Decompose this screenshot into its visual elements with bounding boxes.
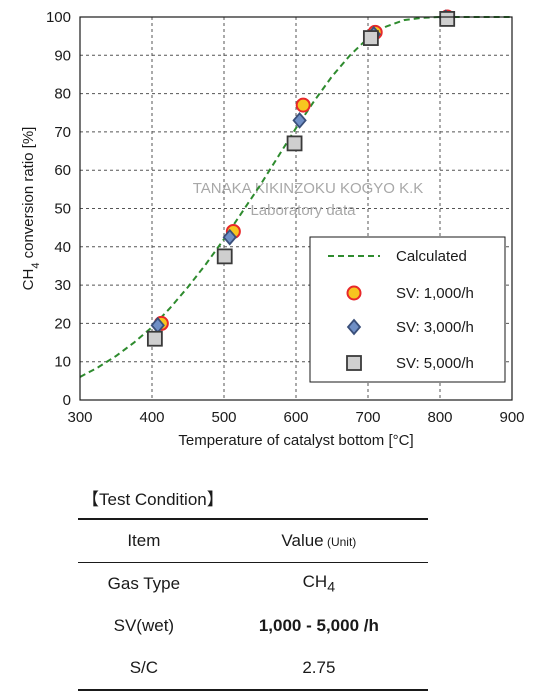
row-sv-value: 1,000 - 5,000 /h [258, 616, 379, 635]
data-point-square [439, 11, 456, 27]
watermark-line-1: TANAKA KIKINZOKU KOGYO K.K [193, 180, 424, 197]
y-axis-label-part: conversion ratio [%] [20, 127, 37, 263]
x-axis-label: Temperature of catalyst bottom [°C] [178, 432, 413, 449]
y-tick-label: 0 [63, 392, 71, 409]
y-axis-label: CH4 conversion ratio [%] [20, 127, 42, 291]
y-axis-label-subscript: 4 [30, 263, 42, 269]
y-tick-label: 20 [54, 315, 71, 332]
legend-swatch-circle [346, 285, 362, 301]
data-point-square [362, 30, 379, 46]
gas-type-main: CH [302, 572, 328, 592]
row-sc-item: S/C [129, 658, 159, 677]
legend-label: SV: 3,000/h [396, 319, 474, 336]
x-tick-label: 900 [499, 409, 524, 426]
table-row: Gas Type CH4 [78, 563, 428, 606]
y-tick-label: 30 [54, 277, 71, 294]
test-condition-title: 【Test Condition】 [82, 490, 224, 509]
table-header-row: Item Value (Unit) [78, 519, 428, 563]
data-point-square [286, 135, 303, 152]
row-gas-type-item: Gas Type [107, 574, 181, 593]
chart: 300 400 500 600 700 800 900 0 10 20 30 40 50 60 70 80 90… [20, 9, 525, 449]
data-point-square [146, 330, 163, 347]
legend-box [309, 236, 506, 383]
legend-swatch-diamond [346, 318, 362, 336]
y-tick-label: 60 [54, 162, 71, 179]
x-tick-label: 300 [67, 409, 92, 426]
header-value: Value (Unit) [210, 519, 428, 563]
data-point-diamond [292, 112, 307, 129]
header-value-label: Value [281, 531, 324, 550]
legend-label: SV: 1,000/h [396, 285, 474, 302]
plot-frame [79, 16, 513, 401]
series-line-calculated [79, 16, 512, 378]
header-unit: (Unit) [323, 535, 357, 549]
x-tick-label: 700 [355, 409, 380, 426]
row-sv-item: SV(wet) [113, 616, 175, 635]
y-tick-label: 80 [54, 86, 71, 103]
data-point-circle [295, 97, 311, 113]
y-tick-label: 40 [54, 239, 71, 256]
row-gas-type-value: CH4 [210, 563, 428, 606]
table-row: S/C 2.75 [78, 647, 428, 690]
data-point-square [216, 248, 233, 265]
watermark-line-2: Laboratory data [250, 202, 356, 219]
legend-swatch-square [346, 355, 362, 371]
data-point-diamond [222, 228, 237, 246]
gas-type-subscript: 4 [327, 579, 336, 596]
row-sc-value: 2.75 [302, 658, 336, 677]
y-tick-label: 50 [54, 201, 71, 218]
x-tick-label: 800 [427, 409, 452, 426]
y-tick-label: 70 [54, 124, 71, 141]
legend-label: SV: 5,000/h [396, 355, 474, 372]
y-tick-label: 100 [46, 9, 71, 26]
x-tick-label: 500 [211, 409, 236, 426]
y-axis-label-part: CH [20, 269, 37, 291]
test-condition-table: Item Value (Unit) Gas Type CH4 SV(wet) 1… [78, 518, 428, 691]
header-item: Item [127, 531, 161, 550]
legend: Calculated SV: 1,000/h SV: 3,000/h SV: 5,00… [309, 236, 506, 383]
y-tick-label: 90 [54, 47, 71, 64]
legend-label: Calculated [396, 248, 467, 265]
y-tick-label: 10 [54, 354, 71, 371]
test-condition-section: 【Test Condition】 Item Value (Unit) Gas T… [78, 488, 428, 691]
table-row: SV(wet) 1,000 - 5,000 /h [78, 605, 428, 647]
x-tick-label: 600 [283, 409, 308, 426]
x-tick-label: 400 [139, 409, 164, 426]
